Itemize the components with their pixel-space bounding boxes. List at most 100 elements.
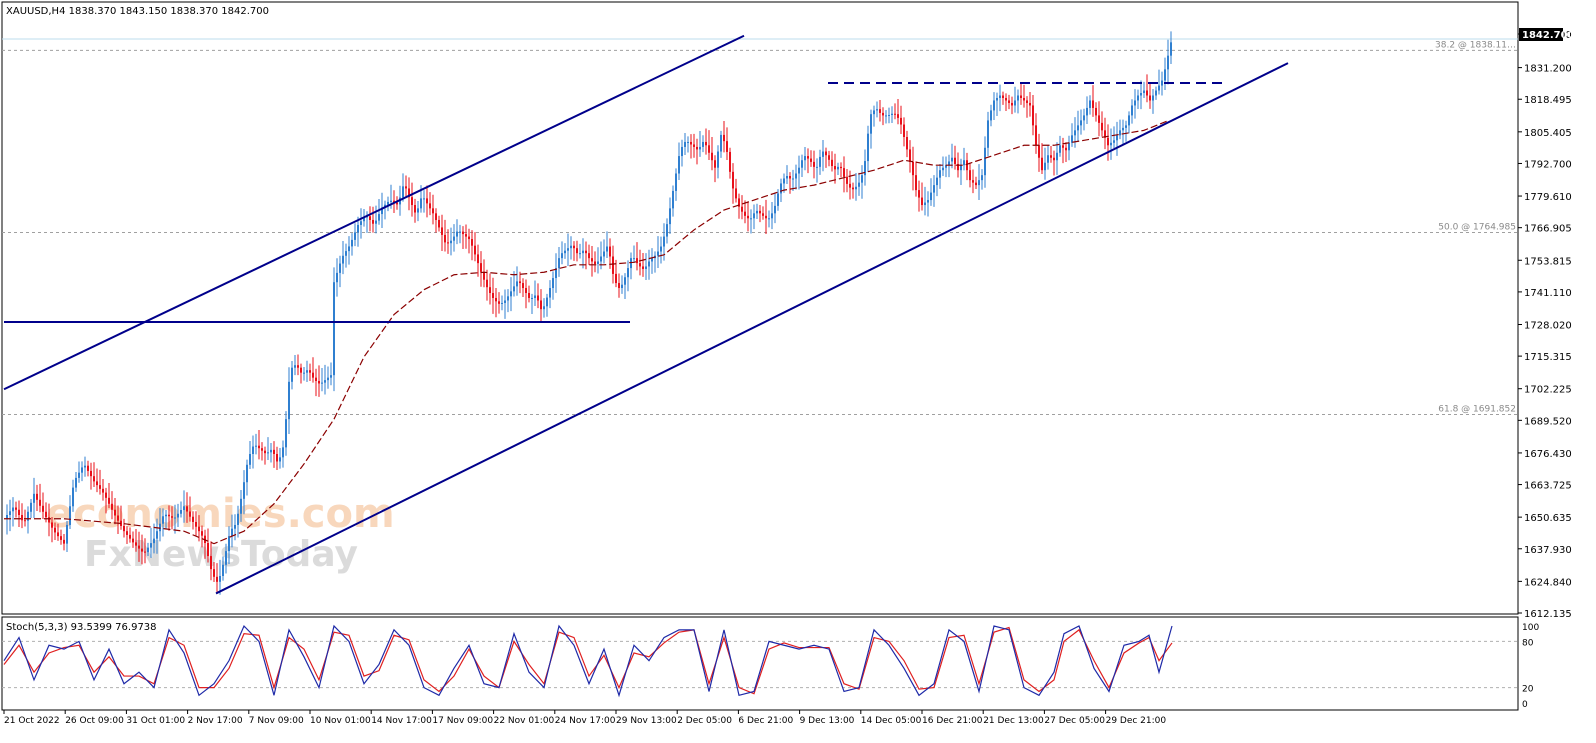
candle-body (237, 513, 239, 525)
candle-body (123, 525, 125, 532)
candle-body (1083, 115, 1085, 121)
candle-body (747, 215, 749, 219)
candle-body (699, 146, 701, 150)
fib-label: 61.8 @ 1691.852 (1438, 405, 1516, 415)
candle-body (480, 263, 482, 272)
price-tick-label: 1676.430 (1524, 449, 1572, 460)
candle-body (651, 258, 653, 262)
candle-body (861, 175, 863, 183)
price-tick-label: 1624.840 (1524, 577, 1572, 588)
osc-tick-label: 20 (1522, 685, 1534, 695)
candle-body (180, 510, 182, 514)
candle-body (882, 112, 884, 116)
candle-body (1032, 105, 1034, 126)
candle-body (954, 157, 956, 164)
candle-body (936, 177, 938, 186)
osc-tick-label: 80 (1522, 638, 1534, 648)
candle-body (360, 221, 362, 225)
candle-body (258, 445, 260, 449)
candle-body (1077, 125, 1079, 131)
candle-body (1002, 95, 1004, 98)
candle-body (486, 279, 488, 288)
candle-body (45, 511, 47, 518)
candle-body (1080, 120, 1082, 126)
candle-body (189, 511, 191, 517)
candle-body (993, 100, 995, 111)
candle-body (171, 516, 173, 518)
candle-body (840, 166, 842, 169)
candle-body (966, 160, 968, 171)
candle-body (378, 214, 380, 221)
candle-body (900, 117, 902, 125)
candle-body (333, 282, 335, 376)
price-tick-label: 1766.905 (1524, 224, 1572, 235)
candle-body (1122, 127, 1124, 131)
candle-body (852, 187, 854, 190)
candle-body (591, 258, 593, 262)
candle-body (807, 156, 809, 159)
candle-body (741, 206, 743, 212)
candle-body (483, 271, 485, 280)
candle-body (642, 266, 644, 269)
time-tick-label: 21 Oct 2022 (4, 716, 60, 726)
candle-body (1014, 100, 1016, 106)
oscillator-pane[interactable] (1, 616, 1519, 711)
candle-body (597, 261, 599, 264)
candle-body (711, 152, 713, 161)
candle-body (549, 288, 551, 298)
candle-body (780, 183, 782, 194)
price-tick-label: 1663.725 (1524, 481, 1572, 492)
candle-body (216, 576, 218, 582)
main-pane[interactable] (1, 1, 1519, 615)
candle-body (759, 210, 761, 214)
candle-body (1095, 107, 1097, 116)
candle-body (444, 234, 446, 243)
candle-body (744, 211, 746, 216)
candle-body (357, 224, 359, 233)
candle-body (600, 256, 602, 262)
candle-body (222, 564, 224, 576)
candle-body (57, 532, 59, 537)
candle-body (456, 231, 458, 237)
candle-body (282, 447, 284, 458)
candle-body (972, 180, 974, 183)
candle-body (420, 198, 422, 209)
candle-body (510, 291, 512, 297)
last-price-label: 1842.700 (1522, 30, 1575, 41)
oscillator-header: Stoch(5,3,3) 93.5399 76.9738 (6, 622, 157, 633)
candle-body (768, 218, 770, 220)
price-tick-label: 1753.815 (1524, 256, 1572, 267)
price-tick-label: 1689.520 (1524, 416, 1572, 427)
candle-body (864, 161, 866, 176)
candle-body (339, 263, 341, 273)
candle-body (981, 175, 983, 181)
time-tick-label: 17 Nov 09:00 (432, 716, 493, 726)
fibonacci-levels: 38.2 @ 1838.11… 50.0 @ 1764.985 61.8 @ 169… (2, 38, 1518, 416)
candle-body (474, 245, 476, 255)
candle-body (909, 149, 911, 162)
candle-body (1026, 100, 1028, 103)
candle-body (264, 450, 266, 454)
candle-body (753, 213, 755, 219)
candle-body (396, 202, 398, 205)
time-tick-label: 29 Nov 13:00 (616, 716, 677, 726)
candle-body (63, 539, 65, 544)
trendlines[interactable] (3, 34, 1289, 595)
candle-body (273, 449, 275, 454)
candle-body (429, 203, 431, 209)
candle-body (714, 160, 716, 168)
candle-body (948, 161, 950, 166)
candle-body (1053, 157, 1055, 161)
time-tick-label: 6 Dec 21:00 (738, 716, 793, 726)
osc-tick-label: 100 (1522, 623, 1539, 633)
time-tick-label: 16 Dec 21:00 (922, 716, 983, 726)
candle-body (894, 113, 896, 115)
candle-body (585, 250, 587, 254)
candle-body (369, 216, 371, 220)
candle-body (384, 204, 386, 208)
candle-body (249, 454, 251, 465)
candle-body (621, 284, 623, 289)
candle-body (93, 476, 95, 482)
candle-body (570, 245, 572, 249)
